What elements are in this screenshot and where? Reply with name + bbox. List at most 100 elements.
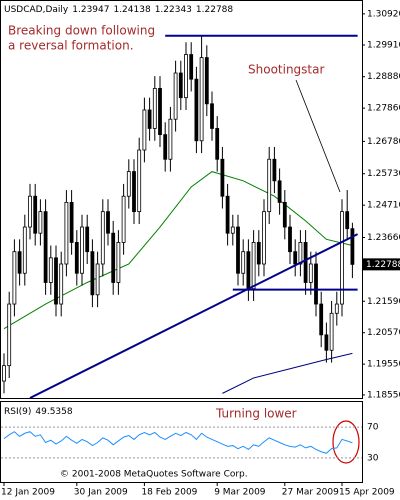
y-tick-label: 1.19550 bbox=[367, 360, 400, 370]
x-tick-label: 12 Jan 2009 bbox=[1, 488, 55, 498]
close-value: 1.22788 bbox=[196, 5, 233, 15]
rsi-value: 49.5358 bbox=[35, 407, 72, 417]
candle-body bbox=[288, 226, 292, 253]
candle-body bbox=[178, 72, 183, 99]
moving-average bbox=[222, 352, 353, 394]
candle-body bbox=[64, 201, 69, 265]
candle-body bbox=[210, 103, 214, 129]
candle-body bbox=[303, 242, 308, 283]
candle-body bbox=[90, 251, 95, 296]
candle-body bbox=[272, 158, 277, 182]
candle-body bbox=[28, 195, 32, 228]
copyright: © 2001-2008 MetaQuotes Software Corp. bbox=[60, 470, 248, 480]
low-value: 1.22343 bbox=[155, 5, 192, 15]
candle-body bbox=[17, 251, 22, 274]
candle-body bbox=[251, 242, 256, 290]
rsi-panel bbox=[0, 401, 363, 483]
candle-body bbox=[246, 251, 251, 290]
candle-body bbox=[267, 158, 272, 213]
y-tick-label: 1.26780 bbox=[367, 137, 400, 147]
rsi-tick-label: 70 bbox=[367, 423, 379, 433]
candle-body bbox=[152, 88, 157, 129]
candle-body bbox=[189, 54, 194, 80]
x-tick-label: 27 Mar 2009 bbox=[282, 488, 339, 498]
candle-body bbox=[121, 195, 126, 243]
current-price-box bbox=[363, 258, 400, 271]
open-value: 1.23947 bbox=[72, 5, 109, 15]
candle-body bbox=[184, 54, 188, 99]
trendline bbox=[29, 233, 359, 399]
candle-body bbox=[147, 109, 152, 129]
moving-average bbox=[3, 171, 353, 330]
candle-body bbox=[38, 211, 43, 234]
candle-body bbox=[173, 72, 178, 120]
y-tick-label: 1.30920 bbox=[367, 9, 400, 19]
candle-body bbox=[262, 211, 266, 265]
candle-body bbox=[95, 263, 100, 296]
annotation: a reversal formation. bbox=[8, 39, 134, 53]
candle-body bbox=[194, 78, 199, 142]
candle-body bbox=[80, 226, 84, 274]
candle-body bbox=[126, 171, 131, 197]
candle-body bbox=[241, 251, 246, 274]
rsi-line bbox=[3, 431, 353, 454]
candle-body bbox=[340, 211, 344, 305]
candle-body bbox=[100, 211, 105, 265]
highlight-ellipse bbox=[332, 420, 360, 464]
rsi-annotation: Turning lower bbox=[215, 407, 297, 421]
annotation: Breaking down following bbox=[8, 24, 155, 38]
candle-body bbox=[324, 334, 329, 351]
candle-body bbox=[308, 263, 313, 283]
candle-body bbox=[293, 251, 298, 265]
candle-body bbox=[54, 257, 58, 305]
y-tick-label: 1.18550 bbox=[367, 390, 400, 400]
candle-body bbox=[236, 226, 240, 274]
candle-body bbox=[43, 211, 48, 283]
x-tick-label: 18 Feb 2009 bbox=[141, 488, 197, 498]
candle-body bbox=[256, 242, 261, 265]
candle-body bbox=[7, 303, 12, 367]
candle-body bbox=[225, 195, 230, 234]
candle-body bbox=[277, 180, 282, 203]
candle-body bbox=[298, 242, 303, 265]
candle-body bbox=[168, 118, 173, 160]
candle-body bbox=[282, 201, 287, 228]
candle-body bbox=[158, 88, 162, 136]
candle-body bbox=[215, 128, 220, 160]
y-tick-label: 1.20570 bbox=[367, 328, 400, 338]
candle-body bbox=[142, 109, 147, 151]
y-tick-label: 1.24710 bbox=[367, 201, 400, 211]
candle-body bbox=[329, 312, 334, 351]
y-tick-label: 1.27860 bbox=[367, 104, 400, 114]
candle-body bbox=[319, 303, 324, 336]
candle-body bbox=[106, 211, 110, 234]
candle-body bbox=[85, 226, 90, 253]
candle-body bbox=[132, 171, 136, 213]
x-tick-label: 9 Mar 2009 bbox=[214, 488, 266, 498]
annotation: Shootingstar bbox=[248, 63, 324, 77]
rsi-header: RSI(9) 49.5358 bbox=[4, 407, 73, 417]
candle-body bbox=[314, 263, 318, 305]
candle-body bbox=[116, 242, 121, 283]
y-tick-label: 1.29910 bbox=[367, 40, 400, 50]
candle-body bbox=[163, 134, 168, 160]
candle-body bbox=[22, 226, 27, 274]
candle-body bbox=[33, 195, 38, 234]
y-tick-label: 1.21590 bbox=[367, 297, 400, 307]
candle-body bbox=[230, 226, 235, 234]
symbol: USDCAD,Daily bbox=[4, 5, 69, 15]
candle-body bbox=[111, 232, 116, 283]
candle-body bbox=[74, 242, 79, 274]
high-value: 1.24138 bbox=[113, 5, 150, 15]
current-price-label: 1.22788 bbox=[366, 260, 400, 270]
candle-body bbox=[59, 263, 64, 305]
x-tick-label: 15 Apr 2009 bbox=[339, 488, 395, 498]
candle-body bbox=[199, 57, 204, 142]
chart-header: USDCAD,Daily 1.23947 1.24138 1.22343 1.22788 bbox=[4, 5, 233, 15]
y-tick-label: 1.25730 bbox=[367, 169, 400, 179]
candle-body bbox=[204, 57, 209, 105]
y-tick-label: 1.23660 bbox=[367, 233, 400, 243]
candle-body bbox=[137, 149, 142, 213]
